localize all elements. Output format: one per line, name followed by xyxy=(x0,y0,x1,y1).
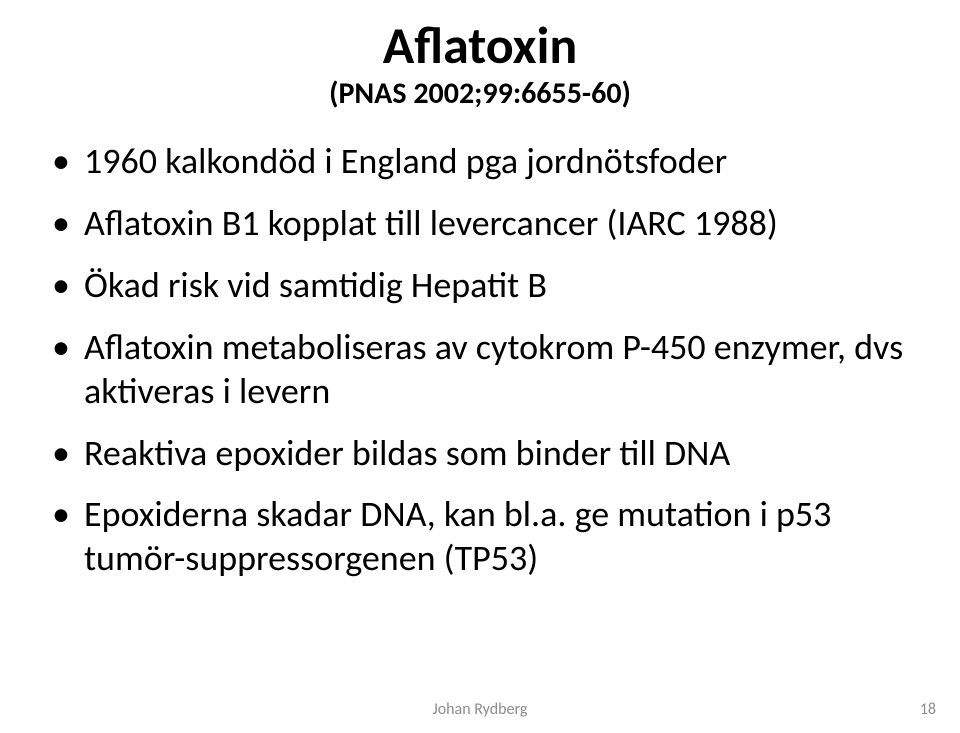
bullet-item: Aflatoxin B1 kopplat till levercancer (I… xyxy=(48,202,928,246)
bullet-list-container: 1960 kalkondöd i England pga jordnötsfod… xyxy=(48,140,928,599)
slide-title: Aflatoxin xyxy=(0,18,960,73)
footer-author: Johan Rydberg xyxy=(0,700,960,719)
slide: Aflatoxin (PNAS 2002;99:6655-60) 1960 ka… xyxy=(0,0,960,733)
bullet-item: 1960 kalkondöd i England pga jordnötsfod… xyxy=(48,140,928,184)
bullet-item: Reaktiva epoxider bildas som binder till… xyxy=(48,432,928,476)
bullet-item: Aflatoxin metaboliseras av cytokrom P-45… xyxy=(48,326,928,414)
bullet-item: Ökad risk vid samtidig Hepatit B xyxy=(48,264,928,308)
bullet-item: Epoxiderna skadar DNA, kan bl.a. ge muta… xyxy=(48,493,928,581)
slide-subtitle: (PNAS 2002;99:6655-60) xyxy=(0,78,960,110)
footer-page-number: 18 xyxy=(920,700,936,719)
bullet-list: 1960 kalkondöd i England pga jordnötsfod… xyxy=(48,140,928,581)
